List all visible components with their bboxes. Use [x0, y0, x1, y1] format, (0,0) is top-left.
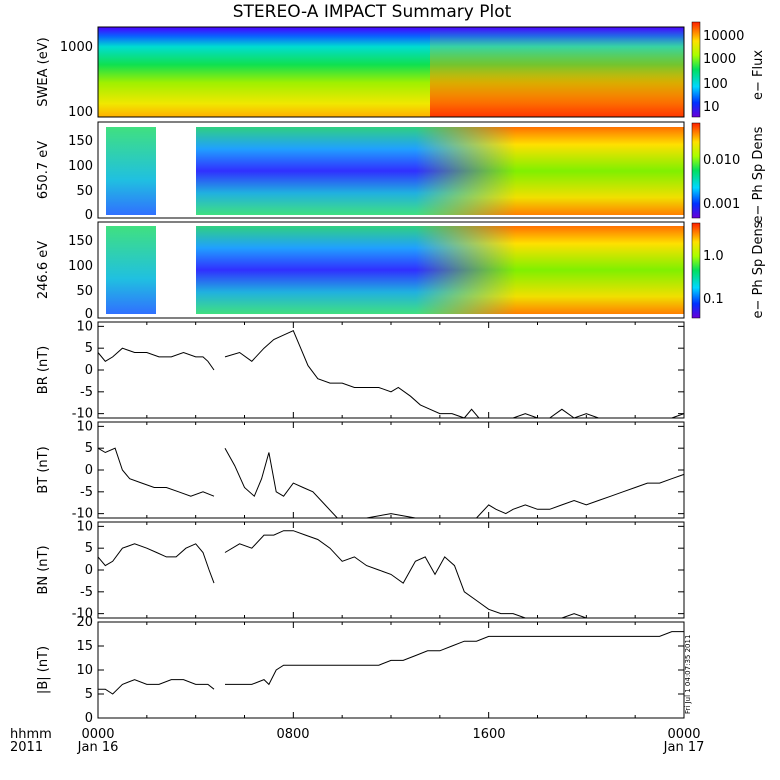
- svg-text:0: 0: [85, 208, 93, 223]
- ytick-label: 5: [85, 687, 93, 702]
- svg-text:10: 10: [703, 100, 720, 115]
- ytick-label: -5: [80, 485, 93, 500]
- ytick-label: -10: [72, 607, 93, 622]
- series-bt-segment-1: [224, 447, 685, 519]
- ytick-label: 15: [76, 639, 93, 654]
- pitch-246-colorbar: [691, 222, 701, 319]
- ytick-label: -5: [80, 585, 93, 600]
- series-bmag-segment-0: [98, 679, 215, 695]
- pitch-650-colorbar-ticks: 0.010 0.001: [703, 153, 740, 212]
- swea-ylabel: SWEA (eV): [36, 37, 51, 106]
- ytick-label: -10: [72, 407, 93, 422]
- year-label: 2011: [10, 740, 43, 755]
- panel-bn-ylabel: BN (nT): [36, 545, 51, 594]
- panel-bn: 10 5 0 -5 -10 BN (nT): [36, 519, 685, 622]
- svg-text:50: 50: [76, 184, 93, 199]
- svg-text:50: 50: [76, 284, 93, 299]
- pitch-650-colorbar: [691, 122, 701, 219]
- svg-text:1000: 1000: [703, 52, 736, 67]
- pitch-angle-246-spectrogram: [97, 221, 685, 319]
- panel-bt-frame: [97, 421, 685, 519]
- series-bmag-segment-1: [225, 631, 684, 686]
- swea-colorbar-label: e− Flux: [751, 50, 766, 100]
- pitch-246-ylabel: 246.6 eV: [36, 241, 51, 299]
- ytick-label: 0: [85, 563, 93, 578]
- xtick-0800: 0800: [276, 727, 309, 742]
- swea-ytick-1000: 1000: [60, 40, 93, 55]
- swea-colorbar: [691, 21, 701, 118]
- ytick-label: 20: [76, 615, 93, 630]
- panel-bmag-ylabel: |B| (nT): [36, 646, 51, 694]
- pitch-246-colorbar-label: e− Ph Sp Dens: [751, 221, 766, 318]
- xtick-1600: 1600: [472, 727, 505, 742]
- swea-yticks: 1000 100: [60, 40, 93, 120]
- ytick-label: 10: [76, 419, 93, 434]
- pitch-246-yticks: 150 100 50 0: [68, 234, 93, 322]
- svg-text:0.1: 0.1: [703, 292, 724, 307]
- ytick-label: 5: [85, 541, 93, 556]
- xtick-0000-start: 0000: [81, 727, 114, 742]
- panel-bmag: 20 15 10 5 0 |B| (nT): [36, 615, 685, 726]
- ytick-label: 5: [85, 441, 93, 456]
- series-bt-segment-0: [97, 447, 215, 497]
- panel-bn-frame: [97, 521, 685, 619]
- svg-text:10000: 10000: [703, 29, 744, 44]
- ytick-label: 10: [76, 519, 93, 534]
- magnetic-field-panels: 10 5 0 -5 -10 BR (nT) 10 5 0 -5 -10 BT (nT) 10 5 0 -5 -1…: [36, 319, 685, 726]
- svg-text:150: 150: [68, 234, 93, 249]
- svg-text:0: 0: [85, 307, 93, 322]
- xtick-0000-end: 0000: [667, 727, 700, 742]
- series-bn-segment-0: [97, 543, 215, 584]
- pitch-angle-650-spectrogram: [97, 121, 685, 219]
- ytick-label: 0: [85, 463, 93, 478]
- generation-stamp: Fri Jul 1 04:07:35 2011: [684, 635, 692, 714]
- ytick-label: 5: [85, 341, 93, 356]
- svg-text:100: 100: [68, 259, 93, 274]
- panel-bt-ylabel: BT (nT): [36, 446, 51, 493]
- ytick-label: 0: [85, 711, 93, 726]
- plot-title: STEREO-A IMPACT Summary Plot: [233, 2, 512, 22]
- pitch-650-colorbar-label: e− Ph Sp Dens: [751, 126, 766, 223]
- ytick-label: 10: [76, 663, 93, 678]
- pitch-650-yticks: 150 100 50 0: [68, 134, 93, 223]
- time-axis-labels: hhmm 2011 0000 0800 1600 0000 Jan 16 Jan…: [10, 727, 704, 755]
- svg-text:100: 100: [703, 77, 728, 92]
- swea-colorbar-ticks: 10000 1000 100 10: [703, 29, 744, 115]
- pitch-650-ylabel: 650.7 eV: [36, 141, 51, 199]
- svg-text:0.010: 0.010: [703, 153, 740, 168]
- panel-bt: 10 5 0 -5 -10 BT (nT): [36, 419, 685, 522]
- panel-br-frame: [97, 321, 685, 419]
- ytick-label: 10: [76, 319, 93, 334]
- ytick-label: -10: [72, 507, 93, 522]
- svg-text:1.0: 1.0: [703, 249, 724, 264]
- ytick-label: 0: [85, 363, 93, 378]
- ytick-label: -5: [80, 385, 93, 400]
- svg-text:100: 100: [68, 159, 93, 174]
- panel-br: 10 5 0 -5 -10 BR (nT): [36, 319, 685, 422]
- hhmm-label: hhmm: [10, 727, 52, 742]
- svg-text:150: 150: [68, 134, 93, 149]
- swea-spectrogram: [97, 26, 685, 118]
- series-br-segment-0: [97, 347, 215, 371]
- date-jan17: Jan 17: [663, 740, 705, 755]
- svg-text:0.001: 0.001: [703, 197, 740, 212]
- pitch-246-colorbar-ticks: 1.0 0.1: [703, 249, 724, 307]
- date-jan16: Jan 16: [77, 740, 119, 755]
- series-bn-segment-1: [224, 530, 684, 619]
- panel-br-ylabel: BR (nT): [36, 346, 51, 394]
- series-br-segment-1: [224, 330, 685, 419]
- swea-ytick-100: 100: [68, 105, 93, 120]
